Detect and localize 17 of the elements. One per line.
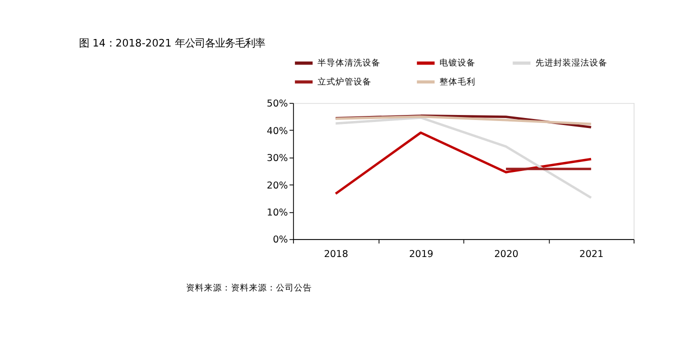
x-tick-label: 2021: [579, 249, 604, 260]
y-tick-label: 0%: [272, 234, 288, 246]
x-tick-label: 2020: [494, 249, 518, 260]
y-tick-label: 20%: [266, 180, 288, 192]
x-tick-label: 2018: [324, 249, 348, 260]
legend-label: 立式炉管设备: [318, 76, 372, 88]
y-tick-label: 40%: [266, 126, 288, 137]
y-tick-label: 10%: [266, 208, 288, 218]
text: 资料来源：资料来源：公司公告: [186, 282, 312, 294]
legend-label: 半导体清洗设备: [318, 58, 381, 69]
y-tick-label: 30%: [266, 153, 288, 164]
x-tick-label: 2019: [409, 249, 434, 260]
legend-label: 先进封装湿法设备: [535, 58, 608, 69]
text: 图 14：2018-2021 年公司各业务毛利率: [79, 38, 265, 50]
y-tick-label: 50%: [266, 98, 288, 110]
legend-label: 整体毛利: [440, 76, 476, 88]
legend-label: 电镀设备: [440, 58, 476, 69]
